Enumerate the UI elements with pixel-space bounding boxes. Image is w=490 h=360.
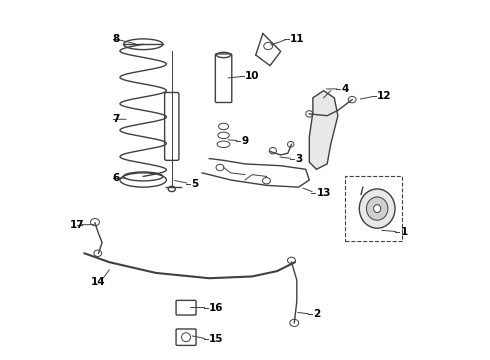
Text: 3: 3 [295, 154, 302, 163]
Text: 9: 9 [242, 136, 248, 146]
Text: 16: 16 [209, 302, 224, 312]
Text: 10: 10 [245, 71, 260, 81]
Text: 12: 12 [377, 91, 392, 101]
Ellipse shape [367, 197, 388, 220]
Text: 17: 17 [70, 220, 84, 230]
Text: 1: 1 [400, 227, 408, 237]
Ellipse shape [373, 204, 381, 212]
Text: 11: 11 [290, 34, 304, 44]
Text: 2: 2 [313, 309, 320, 319]
Text: 15: 15 [209, 334, 224, 344]
Text: 4: 4 [342, 84, 349, 94]
Bar [345, 176, 402, 241]
Text: 7: 7 [113, 114, 120, 124]
Text: 8: 8 [113, 34, 120, 44]
Text: 6: 6 [113, 173, 120, 183]
Polygon shape [309, 91, 338, 169]
Text: 13: 13 [317, 188, 331, 198]
Text: 14: 14 [91, 277, 106, 287]
Ellipse shape [359, 189, 395, 228]
Text: 5: 5 [192, 179, 198, 189]
